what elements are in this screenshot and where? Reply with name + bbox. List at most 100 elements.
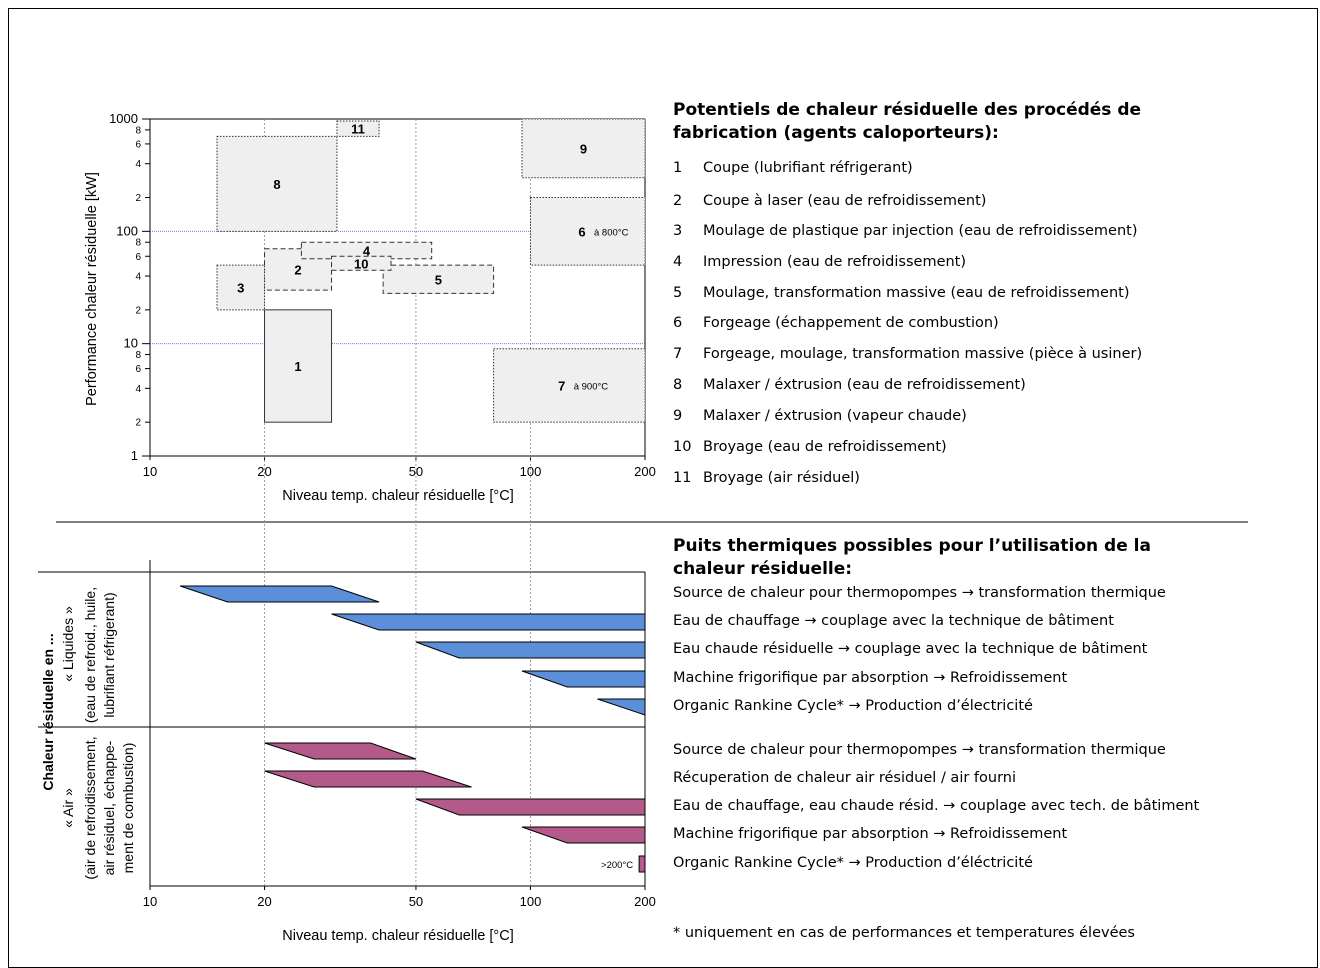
box-label-5: 5: [435, 272, 442, 287]
legend-top-item-number: 4: [673, 254, 683, 270]
legend-top-item: 10 Broyage (eau de refroidissement): [673, 439, 947, 455]
legend-bottom-title: Puits thermiques possibles pour l’utilis…: [673, 536, 1151, 579]
top-y-tick-label: 100: [116, 223, 138, 238]
legend-air-item: Machine frigorifique par absorption → Re…: [673, 826, 1068, 842]
top-y-minor-label: 4: [135, 384, 141, 395]
bar-note: >200°C: [601, 860, 633, 871]
air-range-bar-4: [521, 826, 646, 844]
air-range-bar-3: [415, 798, 646, 816]
legend-top-item-number: 10: [673, 439, 692, 455]
legend-liquid-item: Source de chaleur pour thermopompes → tr…: [673, 585, 1166, 601]
box-label-3: 3: [237, 281, 244, 296]
legend-top-item-text: Coupe (lubrifiant réfrigerant): [703, 160, 913, 176]
top-y-minor-label: 4: [135, 159, 141, 170]
legend-top-item: 7 Forgeage, moulage, transformation massi…: [673, 346, 1142, 362]
liquid-range-bar-5: [597, 698, 646, 716]
legend-top-item-text: Broyage (eau de refroidissement): [703, 439, 947, 455]
legend-top-item: 11 Broyage (air résiduel): [673, 470, 860, 486]
legend-top-item-text: Coupe à laser (eau de refroidissement): [703, 193, 987, 209]
bottom-x-axis-label: Niveau temp. chaleur résiduelle [°C]: [282, 928, 513, 944]
liquid-range-bar-1: [179, 585, 380, 603]
box-label-6: 6: [578, 224, 585, 239]
bottom-x-tick-label: 100: [520, 894, 542, 909]
top-x-tick-label: 50: [409, 464, 423, 479]
top-y-minor-label: 8: [135, 238, 141, 249]
range-box-8: [216, 135, 338, 232]
range-box-5: [382, 264, 495, 294]
top-y-minor-label: 2: [135, 193, 141, 204]
top-y-minor-label: 8: [135, 125, 141, 136]
range-box-11: [336, 120, 380, 137]
legend-air-item: Organic Rankine Cycle* → Production d’él…: [673, 855, 1033, 871]
bottom-x-tick-label: 200: [634, 894, 656, 909]
box-label-8: 8: [273, 177, 280, 192]
top-x-axis-label: Niveau temp. chaleur résiduelle [°C]: [282, 488, 513, 504]
legend-top-item-number: 7: [673, 346, 683, 362]
legend-top-item-text: Broyage (air résiduel): [703, 470, 860, 486]
range-box-3: [216, 264, 266, 311]
air-range-bar-5: [638, 855, 646, 873]
box-label-11: 11: [351, 122, 365, 137]
legend-liquid-item: Machine frigorifique par absorption → Re…: [673, 670, 1068, 686]
legend-liquid-item: Organic Rankine Cycle* → Production d’él…: [673, 698, 1033, 714]
legend-top-item: 9 Malaxer / éxtrusion (vapeur chaude): [673, 408, 967, 424]
bottom-x-tick-label: 50: [409, 894, 423, 909]
legend-air-item: Eau de chauffage, eau chaude résid. → co…: [673, 798, 1200, 814]
range-box-9: [521, 118, 646, 179]
legend-top-item-text: Impression (eau de refroidissement): [703, 254, 967, 270]
legend-air-item: Source de chaleur pour thermopompes → tr…: [673, 742, 1166, 758]
legend-top-item: 1 Coupe (lubrifiant réfrigerant): [673, 160, 913, 176]
air-range-bar-1: [264, 742, 417, 760]
top-y-minor-label: 2: [135, 305, 141, 316]
legend-top-item-text: Moulage, transformation massive (eau de …: [703, 285, 1130, 301]
air-group-name: « Air »: [60, 788, 76, 828]
legend-top-item-number: 1: [673, 160, 683, 176]
legend-top-item: 8 Malaxer / éxtrusion (eau de refroidisse…: [673, 377, 1026, 393]
top-plot-frame: [149, 118, 646, 457]
box-label-10: 10: [354, 256, 368, 271]
air-group-desc-1: (air de refroidissement,: [82, 736, 98, 879]
box-label-9: 9: [580, 141, 587, 156]
liquid-range-bar-2: [331, 613, 646, 631]
legend-top-item: 3 Moulage de plastique par injection (eau…: [673, 223, 1138, 239]
legend-top-item-text: Forgeage, moulage, transformation massiv…: [703, 346, 1143, 362]
legend-air-item: Récuperation de chaleur air résiduel / a…: [673, 770, 1017, 786]
air-range-bar-2: [264, 770, 472, 788]
top-x-tick-label: 200: [634, 464, 656, 479]
legend-top-item-number: 5: [673, 285, 683, 301]
legend-top-item-number: 6: [673, 315, 683, 331]
group-title: Chaleur résiduelle en ...: [40, 633, 56, 790]
bottom-x-tick-label: 20: [257, 894, 271, 909]
top-y-minor-label: 6: [135, 364, 141, 375]
footnote: * uniquement en cas de performances et t…: [673, 925, 1135, 941]
liquid-group-desc-2: lubrifiant réfrigerant): [101, 592, 117, 717]
range-box-1: [264, 309, 333, 423]
top-x-tick-label: 100: [520, 464, 542, 479]
top-y-tick-label: 1000: [109, 111, 138, 126]
range-box-7: [493, 348, 646, 423]
legend-top-item: 5 Moulage, transformation massive (eau de…: [673, 285, 1130, 301]
range-box-6: [529, 197, 646, 266]
liquid-group-name: « Liquides »: [60, 606, 76, 682]
box-note-6: à 800°C: [594, 227, 629, 238]
legend-top-item: 2 Coupe à laser (eau de refroidissement): [673, 193, 986, 209]
legend-top-item-number: 8: [673, 377, 683, 393]
legend-top-item-number: 9: [673, 408, 683, 424]
top-x-tick-label: 10: [143, 464, 157, 479]
top-y-minor-label: 6: [135, 139, 141, 150]
legend-top-item: 4 Impression (eau de refroidissement): [673, 254, 966, 270]
top-y-minor-label: 4: [135, 272, 141, 283]
box-label-4: 4: [363, 243, 371, 258]
box-label-1: 1: [294, 359, 301, 374]
legend-liquid-item: Eau chaude résiduelle → couplage avec la…: [673, 641, 1148, 657]
box-label-7: 7: [558, 378, 565, 393]
legend-top-item-text: Malaxer / éxtrusion (eau de refroidissem…: [703, 377, 1026, 393]
top-y-minor-label: 2: [135, 418, 141, 429]
liquid-group-desc-1: (eau de refroid., huile,: [82, 587, 98, 723]
liquid-range-bar-4: [521, 670, 646, 688]
air-group-desc-3: ment de combustion): [120, 743, 136, 874]
box-note-7: à 900°C: [574, 381, 609, 392]
legend-top-item-number: 2: [673, 193, 683, 209]
top-y-minor-label: 6: [135, 252, 141, 263]
legend-top-item-number: 3: [673, 223, 683, 239]
